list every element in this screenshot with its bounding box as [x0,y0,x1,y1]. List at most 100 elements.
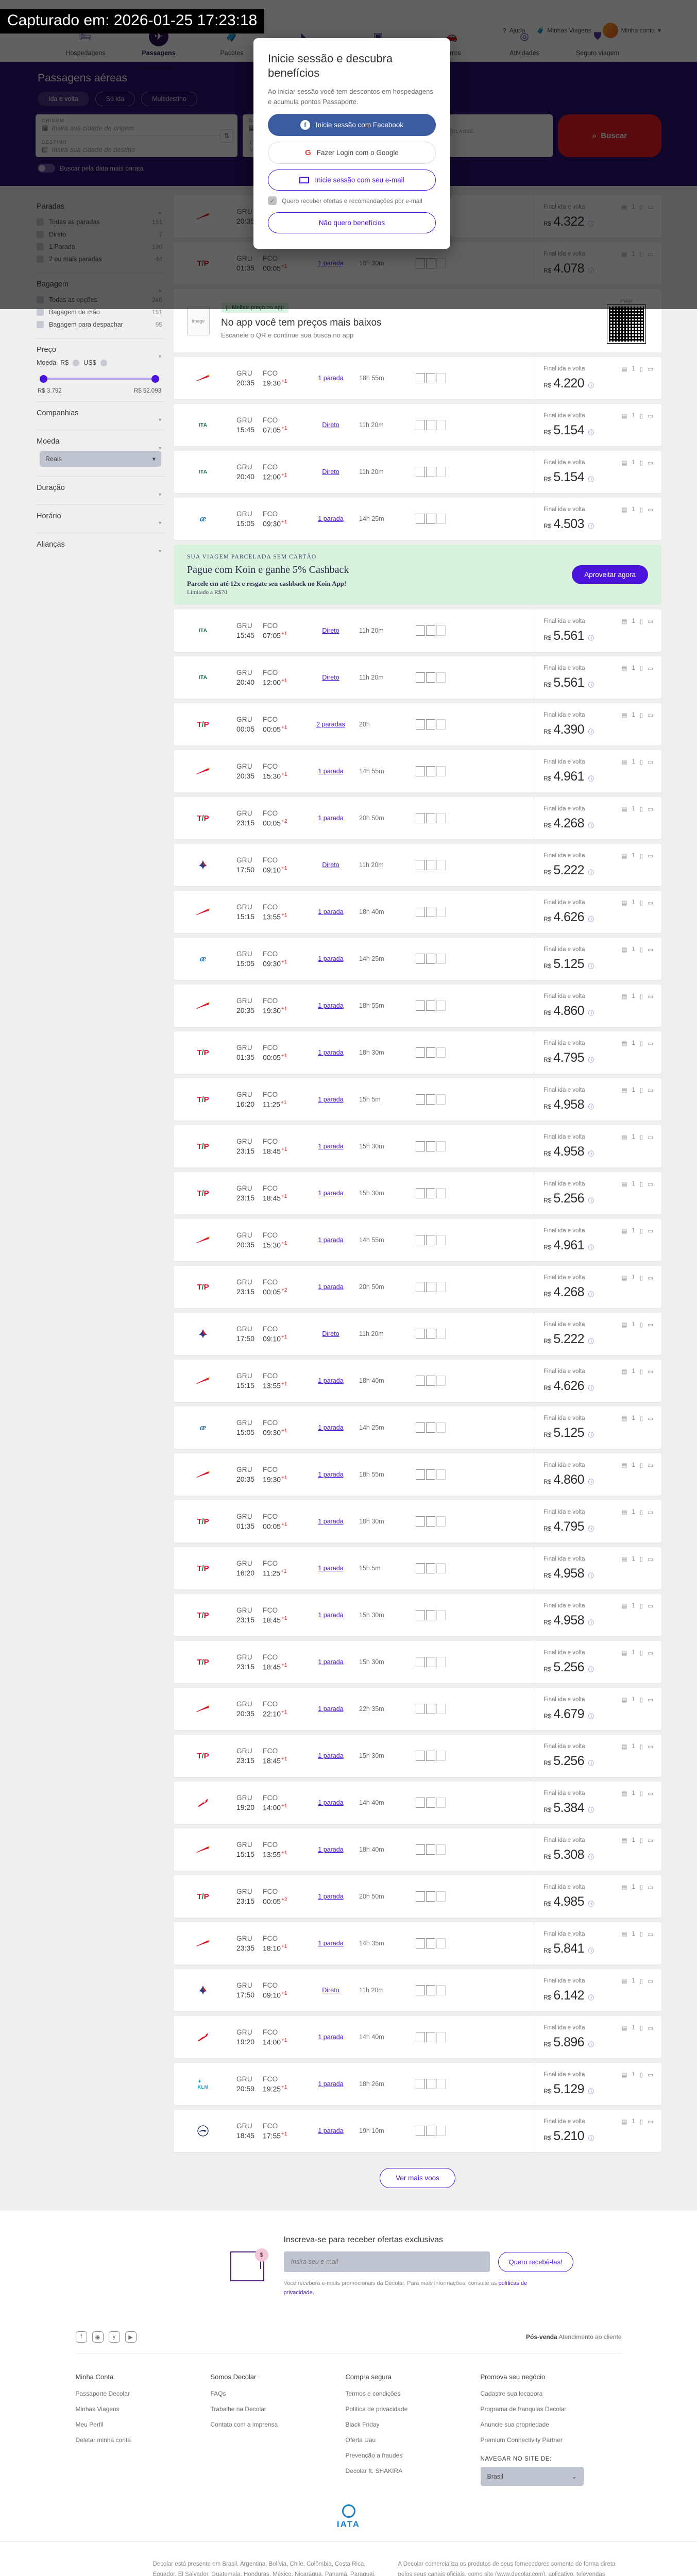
info-icon[interactable]: ⓘ [588,477,594,483]
flight-result-row[interactable]: GRU 20:35 FCO 22:10+1 1 parada 22h 35m Final i… [174,1688,661,1730]
footer-link[interactable]: Deletar minha conta [75,2436,131,2444]
info-icon[interactable]: ⓘ [588,917,594,923]
stops-link[interactable]: 1 parada [318,1940,344,1947]
stops-link[interactable]: 1 parada [318,1612,344,1619]
footer-link[interactable]: Política de privacidade [345,2405,408,2413]
flight-result-row[interactable]: GRU 15:15 FCO 13:55+1 1 parada 18h 40m Final i… [174,1828,661,1871]
footer-link[interactable]: Contato com a imprensa [210,2421,278,2429]
info-icon[interactable]: ⓘ [588,2136,594,2142]
info-icon[interactable]: ⓘ [588,776,594,783]
checkbox-icon[interactable] [37,309,44,316]
info-icon[interactable]: ⓘ [588,2089,594,2095]
stops-link[interactable]: 1 parada [318,908,344,916]
checkbox-icon[interactable] [37,243,44,250]
flight-result-row[interactable]: GRU 20:35 FCO 19:30+1 1 parada 18h 55m Final i… [174,985,661,1027]
footer-link[interactable]: Meu Perfil [75,2421,104,2429]
email-login-button[interactable]: Inicie sessão com seu e-mail [268,170,436,191]
flight-result-row[interactable]: T/P GRU 23:15 FCO 18:45+1 1 parada 15h 30m Fina… [174,1125,661,1167]
trip-type-só-ida[interactable]: Só ida [95,92,135,106]
stops-link[interactable]: 1 parada [318,1096,344,1103]
stops-link[interactable]: 1 parada [318,1377,344,1384]
stops-link[interactable]: 1 parada [318,1518,344,1525]
stops-link[interactable]: 1 parada [318,815,344,822]
flight-result-row[interactable]: GRU 18:45 FCO 17:55+1 1 parada 19h 10m Final i… [174,2110,661,2152]
footer-link[interactable]: Programa de franquias Decolar [480,2405,567,2413]
footer-link[interactable]: FAQs [210,2390,226,2398]
trip-type-ida-e-volta[interactable]: Ida e volta [38,92,89,106]
chevron-down-icon[interactable]: ▾ [158,549,161,554]
twitter-icon[interactable]: y [108,2331,120,2343]
flight-result-row[interactable]: GRU 19:20 FCO 14:00+1 1 parada 14h 40m Final i… [174,2016,661,2058]
newsletter-email-input[interactable] [283,2251,490,2272]
info-icon[interactable]: ⓘ [588,1667,594,1673]
filter-option[interactable]: Todas as opções 246 [37,294,162,306]
social-links[interactable]: f ◉ y ▶ [75,2331,137,2343]
info-icon[interactable]: ⓘ [588,1198,594,1205]
info-icon[interactable]: ⓘ [588,1104,594,1111]
info-icon[interactable]: ⓘ [588,1620,594,1626]
footer-link[interactable]: Minhas Viagens [75,2405,120,2413]
flight-result-row[interactable]: GRU 17:50 FCO 09:10+1 Direto 11h 20m Final ida… [174,1313,661,1355]
trip-type-multidestino[interactable]: Multidestino [141,92,197,106]
flight-result-row[interactable]: GRU 23:35 FCO 18:10+1 1 parada 14h 35m Final i… [174,1922,661,1964]
info-icon[interactable]: ⓘ [588,1760,594,1767]
flight-result-row[interactable]: GRU 15:15 FCO 13:55+1 1 parada 18h 40m Final i… [174,891,661,933]
facebook-icon[interactable]: f [75,2331,87,2343]
info-icon[interactable]: ⓘ [588,2042,594,2048]
info-icon[interactable]: ⓘ [588,1338,594,1345]
stops-link[interactable]: 1 parada [318,1799,344,1806]
stops-link[interactable]: 1 parada [318,1471,344,1478]
decline-benefits-button[interactable]: Não quero benefícios [268,212,436,234]
filter-option[interactable]: Todas as paradas 151 [37,216,162,228]
flight-result-row[interactable]: T/P GRU 23:15 FCO 00:05+2 1 parada 20h 50m Fina… [174,1875,661,1918]
flight-result-row[interactable]: ITA GRU 20:40 FCO 12:00+1 Direto 11h 20m Final … [174,451,661,493]
flight-result-row[interactable]: T/P GRU 16:20 FCO 11:25+1 1 parada 15h 5m Final… [174,1078,661,1121]
info-icon[interactable]: ⓘ [588,1526,594,1533]
stops-link[interactable]: 1 parada [318,1190,344,1197]
info-icon[interactable]: ⓘ [588,1807,594,1814]
radio-icon[interactable] [73,359,80,366]
swap-origin-destination-button[interactable]: ⇅ [220,129,233,143]
footer-link[interactable]: Passaporte Decolar [75,2390,130,2398]
youtube-icon[interactable]: ▶ [125,2331,137,2343]
info-icon[interactable]: ⓘ [588,635,594,642]
marketing-opt-in-checkbox[interactable]: ✓ Quero receber ofertas e recomendações … [268,196,436,206]
stops-link[interactable]: Direto [322,468,339,476]
flight-result-row[interactable]: GRU 20:35 FCO 19:30+1 1 parada 18h 55m Final i… [174,357,661,399]
filter-option[interactable]: Bagagem para despachar 95 [37,318,162,331]
flight-result-row[interactable]: GRU 19:20 FCO 14:00+1 1 parada 14h 40m Final i… [174,1782,661,1824]
stops-link[interactable]: 1 parada [318,2080,344,2088]
flight-result-row[interactable]: T/P GRU 23:15 FCO 18:45+1 1 parada 15h 30m Fina… [174,1735,661,1777]
footer-link[interactable]: Termos e condições [345,2390,401,2398]
checkbox-icon[interactable] [37,296,44,303]
info-icon[interactable]: ⓘ [588,430,594,436]
stops-link[interactable]: 2 paradas [316,721,345,728]
chevron-down-icon[interactable]: ▾ [158,446,161,451]
stops-link[interactable]: 1 parada [318,955,344,962]
flight-result-row[interactable]: GRU 17:50 FCO 09:10+1 Direto 11h 20m Final ida… [174,844,661,886]
info-icon[interactable]: ⓘ [588,1573,594,1580]
flight-result-row[interactable]: ITA GRU 20:40 FCO 12:00+1 Direto 11h 20m Final … [174,656,661,699]
flight-result-row[interactable]: T/P GRU 23:15 FCO 00:05+2 1 parada 20h 50m Fina… [174,1266,661,1308]
info-icon[interactable]: ⓘ [588,1245,594,1251]
stops-link[interactable]: 1 parada [318,1236,344,1244]
info-icon[interactable]: ⓘ [588,1432,594,1439]
checkbox-icon[interactable] [37,218,44,226]
stops-link[interactable]: Direto [322,1987,339,1994]
origin-field[interactable]: ORIGEM ▤ Insira sua cidade de origem [42,118,134,132]
currency-radio-group[interactable]: Moeda R$ US$ [37,359,162,366]
stops-link[interactable]: Direto [322,674,339,681]
stops-link[interactable]: 1 parada [318,375,344,382]
flight-result-row[interactable]: ITA GRU 15:45 FCO 07:05+1 Direto 11h 20m Final … [174,609,661,652]
google-login-button[interactable]: G Fazer Login com o Google [268,142,436,164]
chevron-down-icon[interactable]: ▾ [158,289,161,294]
load-more-flights-button[interactable]: Ver mais voos [380,2168,455,2188]
destination-field[interactable]: DESTINO ▤ Insira sua cidade de destino [42,140,135,154]
chevron-down-icon[interactable]: ▾ [158,520,161,526]
my-account-link[interactable]: Minha conta ▾ [602,23,661,38]
stops-link[interactable]: 1 parada [318,1705,344,1713]
help-link[interactable]: ? Ajuda [503,27,525,34]
price-min-handle[interactable] [40,375,47,383]
customer-service-link[interactable]: Atendimento ao cliente [558,2333,622,2341]
flight-result-row[interactable]: T/P GRU 00:05 FCO 00:05+1 2 paradas 20h Final i… [174,703,661,745]
